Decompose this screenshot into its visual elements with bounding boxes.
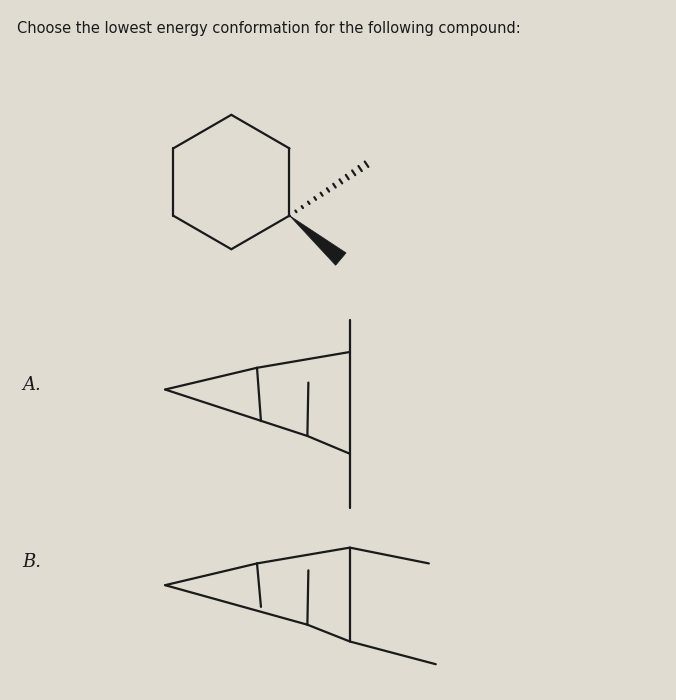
Text: B.: B. [22,554,41,571]
Text: Choose the lowest energy conformation for the following compound:: Choose the lowest energy conformation fo… [17,21,521,36]
Text: A.: A. [22,376,41,393]
Polygon shape [289,216,346,265]
